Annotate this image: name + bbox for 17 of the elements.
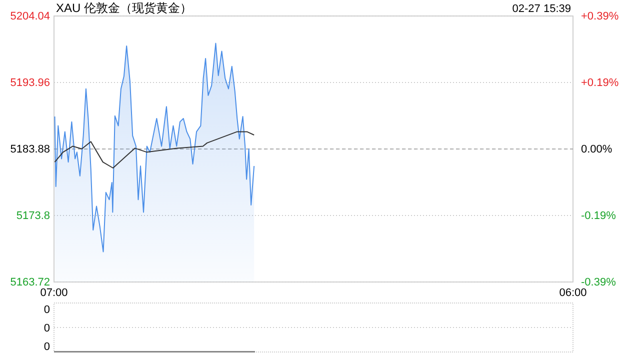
y-tick-label: 5183.88 <box>10 144 50 156</box>
y2-tick-label: 0.00% <box>581 144 612 156</box>
y2-tick-label: -0.19% <box>581 210 616 222</box>
x-tick-label: 06:00 <box>559 286 587 299</box>
y-tick-label: 5193.96 <box>10 77 50 90</box>
y-tick-label: 5163.72 <box>10 276 50 289</box>
y-tick-label: 5173.8 <box>16 210 50 222</box>
text: 02-27 15:39 <box>512 3 571 15</box>
y2-tick-label: +0.39% <box>581 10 619 23</box>
chart-title: XAU 伦敦金（现货黄金） <box>56 1 192 15</box>
x-tick-label: 07:00 <box>40 286 68 299</box>
text: 0 <box>44 340 50 353</box>
y2-tick-label: +0.19% <box>581 77 619 90</box>
text: 0 <box>44 322 50 334</box>
y-tick-label: 5204.04 <box>10 10 50 23</box>
text: 0 <box>44 304 50 316</box>
y2-tick-label: -0.39% <box>581 276 616 289</box>
